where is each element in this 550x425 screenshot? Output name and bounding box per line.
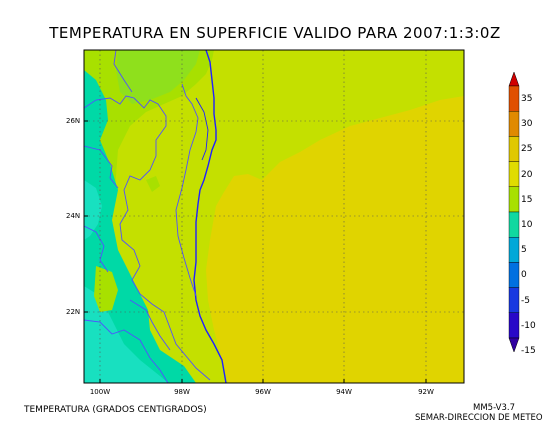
lon-label-94w: 94W [336,388,352,396]
colorbar-tick-label: 35 [521,94,533,104]
colorbar-tick-label: -10 [521,320,536,331]
colorbar-tick-label: 0 [521,270,527,281]
colorbar-tick-label: 20 [521,169,533,180]
colorbar-segment [508,287,520,314]
colorbar-bottom-arrow [508,337,520,353]
colorbar-tick-label: 25 [521,144,533,155]
colorbar-segment [508,85,520,112]
colorbar-tick-label: 30 [521,119,533,130]
map-grid [84,50,464,383]
lat-label-24n: 24N [66,212,81,220]
colorbar-segment [508,186,520,213]
map-ticks [84,120,427,383]
model-credit: MM5-V3.7 SEMAR-DIRECCION DE METEO [415,403,543,423]
lon-label-96w: 96W [255,388,271,396]
coastline-layer [84,50,227,383]
colorbar-segment [508,312,520,339]
colorbar-segment [508,110,520,137]
lon-label-92w: 92W [418,388,434,396]
map-title: TEMPERATURA EN SUPERFICIE VALIDO PARA 20… [49,24,501,42]
colorbar-segment [508,161,520,188]
colorbar [508,71,520,353]
colorbar-segment [508,211,520,238]
colorbar-tick-label: 15 [521,194,533,205]
temperature-field [84,50,464,383]
colorbar-segment [508,262,520,288]
lat-label-26n: 26N [66,117,81,125]
lat-label-22n: 22N [66,308,81,316]
colorbar-tick-label: 5 [521,245,527,256]
colorbar-tick-label: 10 [521,220,533,230]
lon-label-98w: 98W [174,388,190,396]
colorbar-top-arrow [508,71,520,87]
lon-label-100w: 100W [89,388,111,396]
field-units-label: TEMPERATURA (GRADOS CENTIGRADOS) [24,405,207,415]
colorbar-tick-label: -15 [521,346,536,356]
colorbar-segment [508,136,520,162]
agency-name: SEMAR-DIRECCION DE METEO [415,413,543,423]
colorbar-segment [508,236,520,263]
model-version: MM5-V3.7 [473,403,515,413]
colorbar-tick-label: -5 [521,295,530,306]
